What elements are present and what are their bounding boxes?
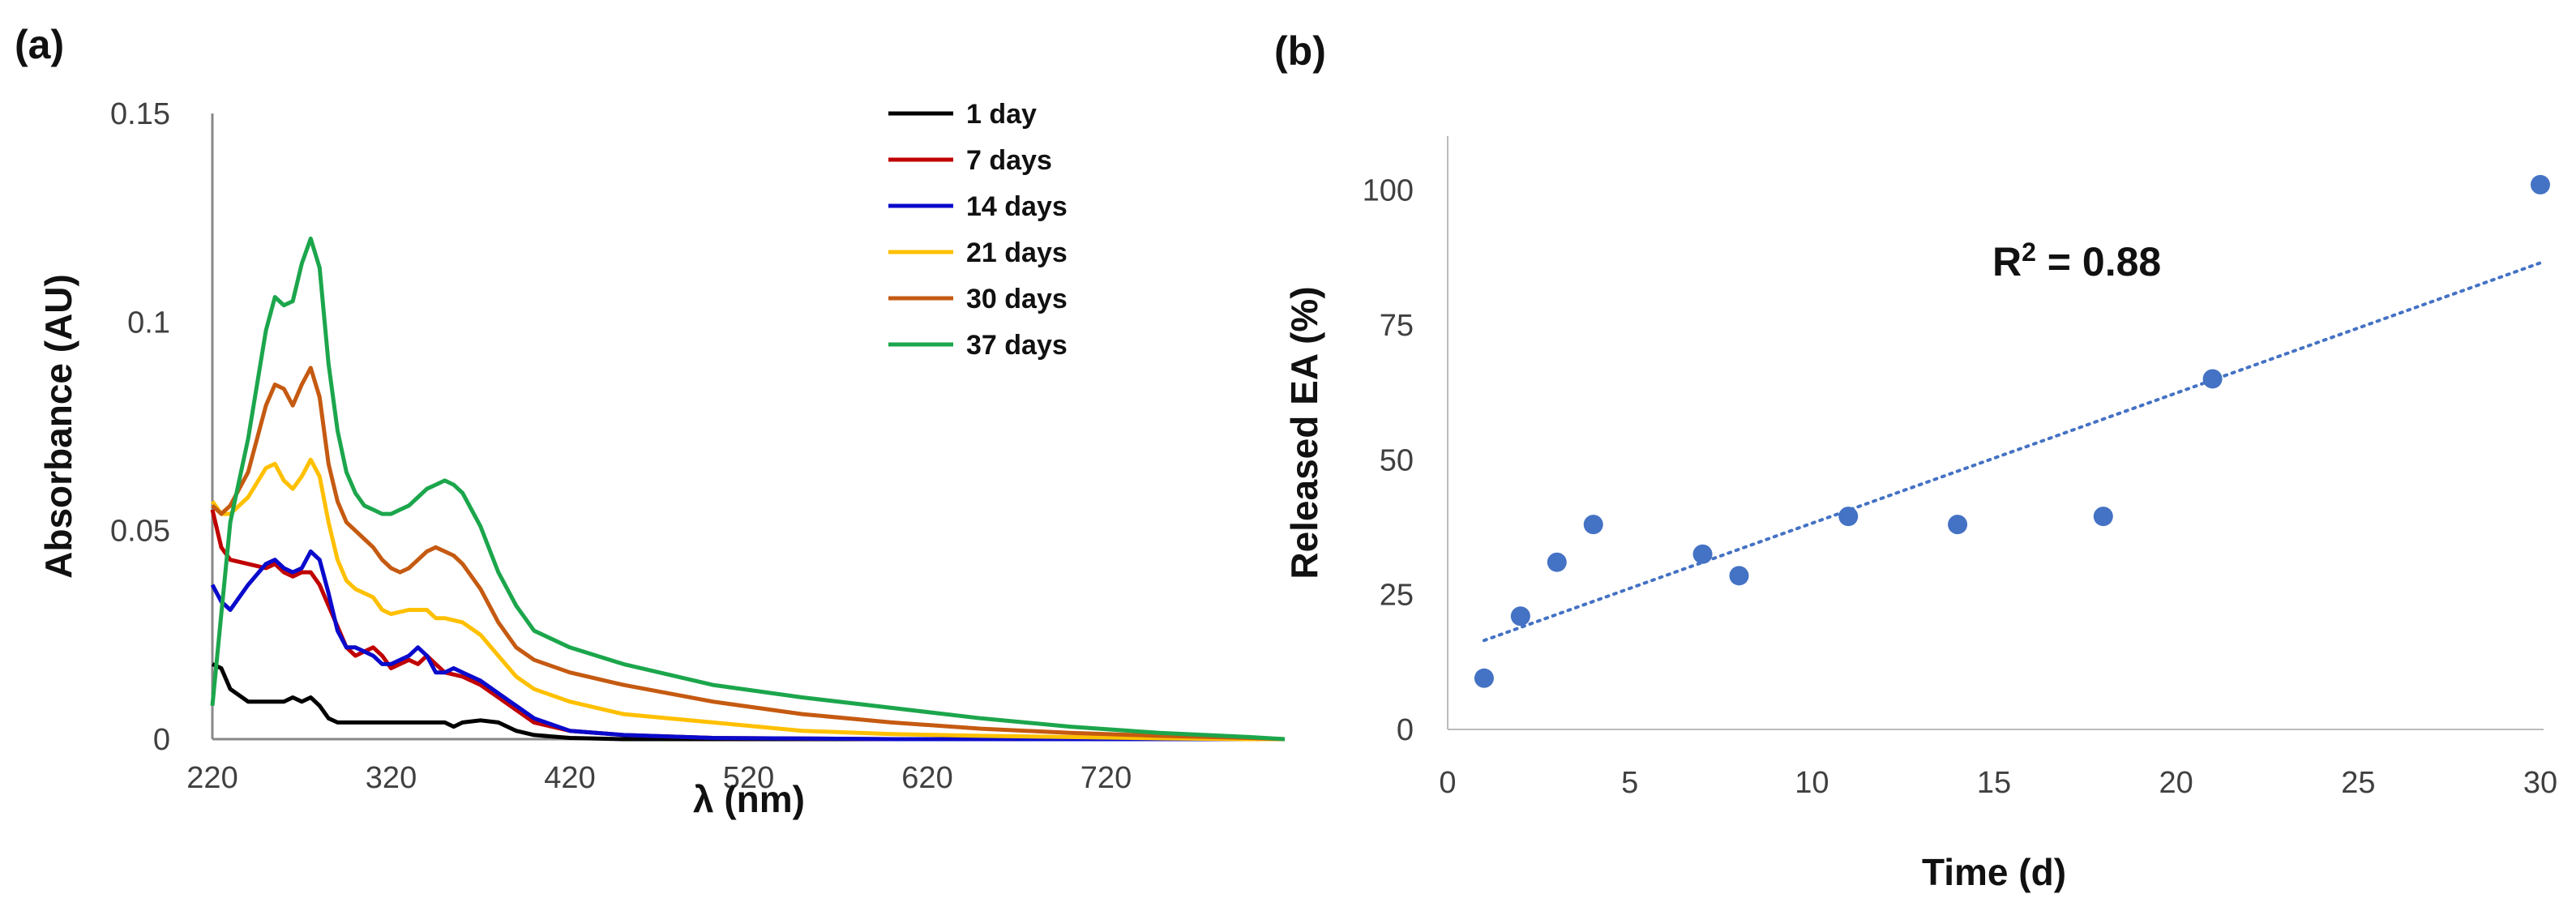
chart-b-y-tick-label: 50 (1380, 443, 1414, 477)
chart-b-y-axis-title: Released EA (%) (1283, 286, 1325, 579)
legend-label: 7 days (966, 145, 1052, 176)
r2-suffix: = 0.88 (2036, 239, 2161, 284)
legend-label: 1 day (966, 99, 1037, 130)
scatter-point (2202, 369, 2223, 389)
chart-b-x-tick-label: 0 (1439, 766, 1456, 800)
scatter-point (1838, 507, 1859, 527)
chart-a: (a) 0 0.05 0.1 0.15 220 320 420 520 620 720 Abso… (15, 22, 1286, 820)
scatter-point (1948, 515, 1968, 535)
scatter-point (1547, 552, 1567, 572)
series-line-7-days (210, 509, 1285, 742)
chart-b: (b) 0 25 50 75 100 0 5 10 15 20 25 30 R2 = 0.88 Re… (1274, 28, 2557, 893)
chart-b-x-tick-label: 15 (1977, 766, 2011, 800)
chart-b-x-tick-label: 25 (2341, 766, 2375, 800)
chart-a-x-tick-label: 620 (901, 761, 952, 795)
scatter-point (1729, 566, 1749, 586)
chart-b-r2-annotation: R2 = 0.88 (1992, 237, 2161, 284)
series-line-30-days (211, 366, 1286, 742)
scatter-point (1510, 606, 1530, 626)
chart-a-y-ticks: 0 0.05 0.1 0.15 (110, 97, 170, 757)
scatter-point (1692, 544, 1713, 564)
chart-b-x-tick-label: 10 (1795, 766, 1829, 800)
series-line-37-days (210, 236, 1286, 742)
chart-b-x-tick-label: 5 (1621, 766, 1638, 800)
chart-b-y-tick-label: 0 (1397, 713, 1414, 747)
chart-b-x-tick-label: 20 (2159, 766, 2193, 800)
series-line-14-days (210, 549, 1285, 742)
chart-a-x-axis-title: λ (nm) (693, 778, 805, 820)
chart-a-x-tick-label: 420 (544, 761, 595, 795)
chart-b-x-tick-label: 30 (2523, 766, 2557, 800)
chart-a-legend: 1 day 7 days 14 days 21 days 30 days 37 days (888, 99, 1068, 361)
panel-label-a: (a) (15, 22, 64, 67)
chart-b-trendline (1482, 261, 2542, 643)
chart-b-x-ticks: 0 5 10 15 20 25 30 (1439, 766, 2557, 800)
chart-a-y-tick-label: 0.05 (110, 515, 170, 549)
chart-b-scatter-points (1474, 174, 2550, 688)
chart-b-y-tick-label: 100 (1363, 174, 1414, 208)
chart-a-x-tick-label: 320 (366, 761, 417, 795)
legend-label: 14 days (966, 191, 1068, 222)
chart-b-y-tick-label: 75 (1380, 309, 1414, 343)
series-line-21-days (210, 457, 1285, 742)
scatter-point (1474, 668, 1494, 688)
chart-a-x-tick-label: 520 (723, 761, 774, 795)
chart-b-x-axis-title: Time (d) (1922, 851, 2066, 893)
scatter-point (1583, 515, 1603, 535)
legend-label: 21 days (966, 237, 1068, 268)
legend-label: 30 days (966, 284, 1068, 314)
chart-a-y-axis-title: Absorbance (AU) (37, 274, 79, 579)
chart-a-series-lines (210, 236, 1286, 742)
chart-b-y-tick-label: 25 (1380, 579, 1414, 613)
series-line-1-day (211, 662, 1285, 742)
r2-superscript: 2 (2022, 237, 2036, 267)
scatter-point (2531, 174, 2550, 195)
chart-a-x-tick-label: 720 (1080, 761, 1132, 795)
chart-b-y-ticks: 0 25 50 75 100 (1363, 174, 1414, 747)
panel-label-b: (b) (1274, 28, 1326, 74)
chart-a-y-tick-label: 0.1 (127, 306, 170, 340)
chart-a-y-tick-label: 0 (153, 723, 170, 757)
r2-prefix: R (1992, 239, 2022, 284)
chart-a-y-tick-label: 0.15 (110, 97, 170, 131)
scatter-point (2093, 507, 2113, 527)
legend-label: 37 days (966, 330, 1068, 361)
chart-a-x-ticks: 220 320 420 520 620 720 (186, 761, 1132, 795)
chart-a-x-tick-label: 220 (186, 761, 237, 795)
